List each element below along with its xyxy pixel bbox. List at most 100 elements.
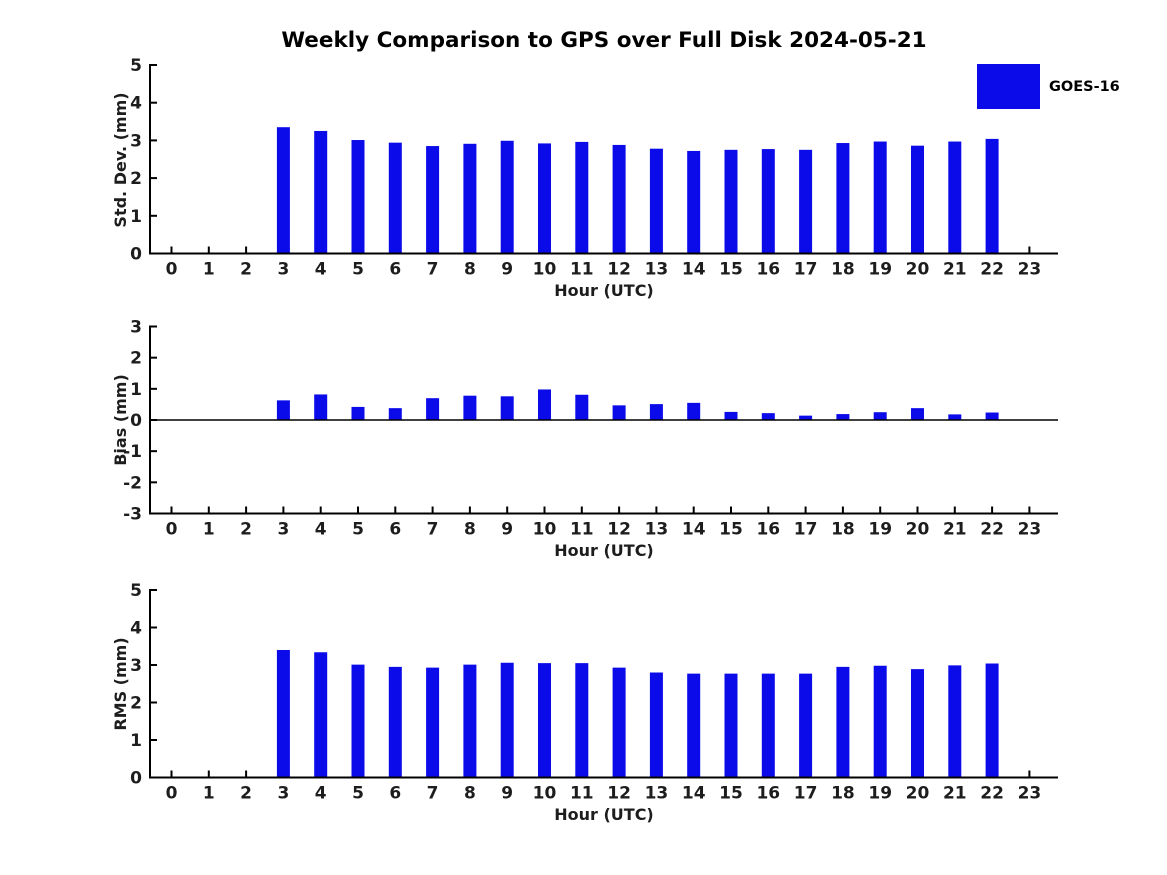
x-tick-label: 18 [831,260,855,280]
bar-hour-21 [948,414,962,420]
y-tick-label: 3 [130,656,142,676]
bar-hour-20 [911,669,924,778]
x-tick-label: 22 [980,784,1004,804]
bar-hour-15 [724,673,738,778]
bar-hour-3 [276,127,290,254]
x-tick-label: 8 [464,784,476,804]
x-tick-label: 8 [464,260,476,280]
x-tick-label: 3 [277,520,289,540]
x-tick-label: 6 [389,260,401,280]
x-tick-label: 0 [166,260,178,280]
bar-hour-13 [649,404,663,420]
std-dev-chart: 0 1 2 3 4 5 6 7 8 9 10 11 12 13 14 15 16 17 18 19 20 21 22 2301… [130,56,1058,280]
y-tick-label: -2 [123,473,142,493]
y-tick-label: 0 [130,245,142,265]
x-tick-label: 0 [166,784,178,804]
bar-hour-13 [649,672,663,778]
x-tick-label: 10 [533,520,557,540]
bar-hour-11 [575,663,589,778]
bar-hour-13 [649,148,663,254]
bar-hour-8 [463,143,477,254]
bar-hour-3 [276,650,290,778]
x-tick-label: 20 [906,784,930,804]
ylabel-rms: RMS (mm) [111,637,130,731]
xlabel-rms: Hour (UTC) [554,805,654,824]
x-tick-label: 11 [570,784,594,804]
x-tick-label: 9 [501,784,513,804]
bar-hour-17 [799,415,813,420]
bar-hour-10 [538,389,551,420]
x-tick-label: 13 [645,520,669,540]
bar-hour-12 [612,144,626,254]
x-tick-label: 13 [645,784,669,804]
x-tick-label: 15 [719,784,743,804]
x-tick-label: 23 [1018,784,1042,804]
x-tick-label: 1 [203,784,215,804]
x-tick-label: 19 [868,260,892,280]
x-tick-label: 6 [389,520,401,540]
bar-hour-8 [463,664,477,778]
bar-hour-20 [911,145,924,254]
y-tick-label: 4 [130,94,142,114]
x-tick-label: 22 [980,260,1004,280]
bar-hour-4 [314,130,328,254]
ylabel-bias: Bias (mm) [111,374,130,466]
y-tick-label: 3 [130,131,142,151]
x-tick-label: 21 [943,520,967,540]
bar-hour-14 [687,673,701,778]
bar-hour-19 [873,141,887,254]
y-tick-label: 2 [130,349,142,369]
x-tick-label: 23 [1018,520,1042,540]
bar-hour-17 [799,673,813,778]
x-tick-label: 3 [277,784,289,804]
x-tick-label: 5 [352,260,364,280]
bar-hour-21 [948,665,962,778]
x-tick-label: 17 [794,520,818,540]
bar-hour-12 [612,405,626,420]
bar-hour-14 [687,150,701,254]
y-tick-label: 1 [130,731,142,751]
x-tick-label: 14 [682,784,706,804]
x-tick-label: 6 [389,784,401,804]
x-tick-label: 22 [980,520,1004,540]
bar-hour-5 [351,406,365,420]
x-tick-label: 7 [427,260,439,280]
y-tick-label: -3 [123,505,142,525]
x-tick-label: 17 [794,784,818,804]
bar-hour-20 [911,408,924,420]
x-tick-label: 14 [682,260,706,280]
legend-swatch-goes16 [977,64,1040,109]
x-tick-label: 8 [464,520,476,540]
x-tick-label: 16 [756,260,780,280]
x-tick-label: 4 [315,520,327,540]
x-tick-label: 17 [794,260,818,280]
bar-hour-19 [873,412,887,420]
x-tick-label: 1 [203,520,215,540]
x-tick-label: 15 [719,520,743,540]
x-tick-label: 9 [501,520,513,540]
y-tick-label: 3 [130,318,142,338]
x-tick-label: 5 [352,520,364,540]
bar-hour-6 [388,666,402,778]
x-tick-label: 20 [906,260,930,280]
rms-chart: 0 1 2 3 4 5 6 7 8 9 10 11 12 13 14 15 16 17 18 19 20 21 22 2301… [130,581,1058,804]
bar-hour-9 [500,396,514,420]
x-tick-label: 21 [943,260,967,280]
x-tick-label: 18 [831,520,855,540]
bar-hour-18 [836,666,850,778]
x-tick-label: 0 [166,520,178,540]
xlabel-std-dev: Hour (UTC) [554,281,654,300]
x-tick-label: 11 [570,260,594,280]
x-tick-label: 19 [868,520,892,540]
x-tick-label: 15 [719,260,743,280]
bar-hour-10 [538,663,551,778]
y-tick-label: 4 [130,619,142,639]
y-tick-label: 0 [130,411,142,431]
x-tick-label: 12 [607,520,631,540]
x-tick-label: 23 [1018,260,1042,280]
bar-hour-9 [500,140,514,254]
bar-hour-5 [351,664,365,778]
x-tick-label: 20 [906,520,930,540]
bar-hour-16 [761,149,775,254]
